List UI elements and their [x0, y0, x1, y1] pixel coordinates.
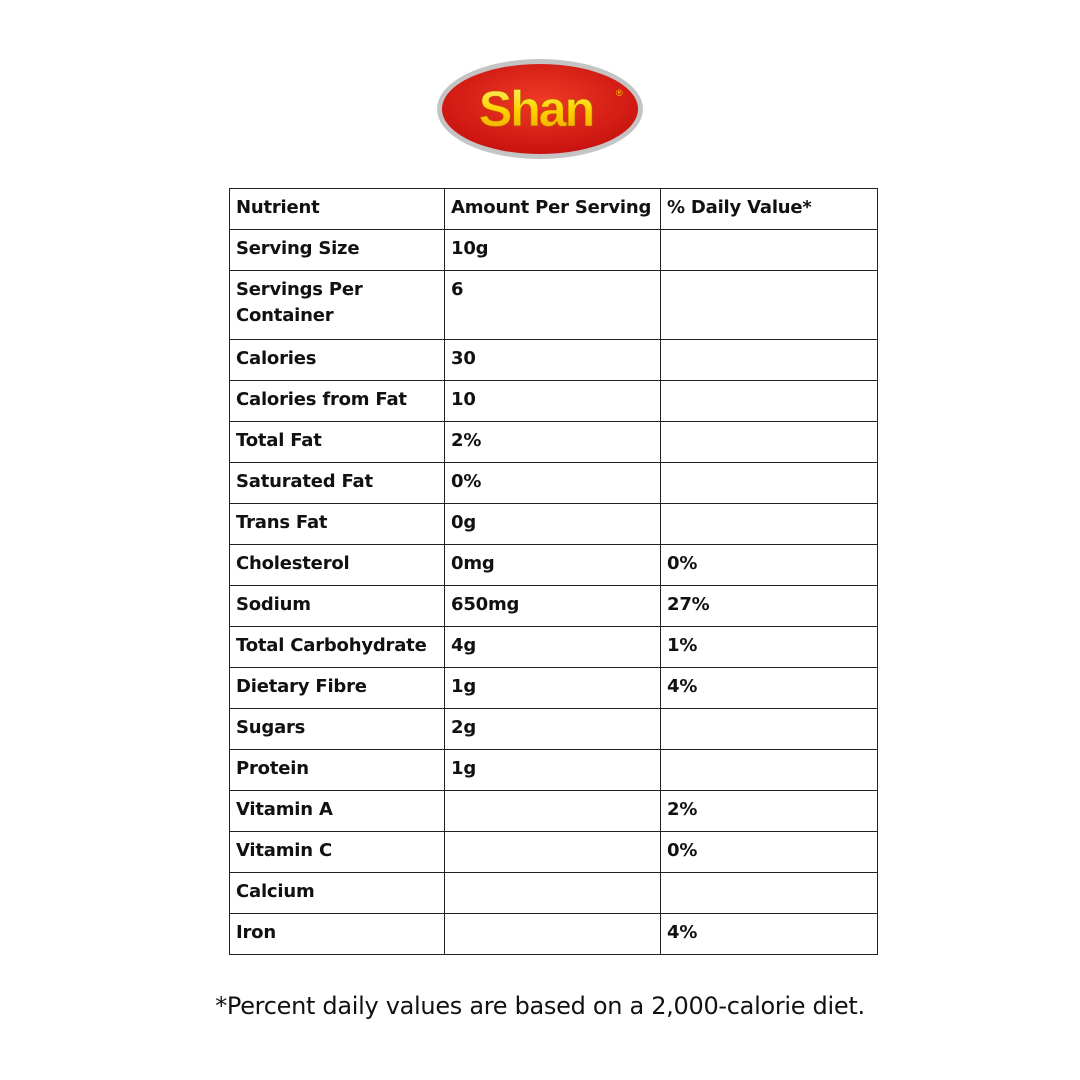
daily-value-cell	[660, 270, 878, 340]
table-row: Trans Fat 0g	[229, 503, 878, 545]
amount-cell: 1g	[444, 667, 661, 709]
amount-cell: 2%	[444, 421, 661, 463]
table-row: Vitamin A 2%	[229, 790, 878, 832]
table-row: Saturated Fat 0%	[229, 462, 878, 504]
nutrient-cell: Total Fat	[229, 421, 445, 463]
amount-cell: 10	[444, 380, 661, 422]
daily-value-cell	[660, 229, 878, 271]
table-row: Calcium	[229, 872, 878, 914]
daily-value-cell	[660, 462, 878, 504]
table-row: Serving Size 10g	[229, 229, 878, 271]
daily-value-cell	[660, 503, 878, 545]
nutrient-cell: Calories	[229, 339, 445, 381]
daily-value-cell: 4%	[660, 667, 878, 709]
header-daily-value: % Daily Value*	[660, 188, 878, 230]
daily-value-cell	[660, 421, 878, 463]
nutrient-cell: Vitamin A	[229, 790, 445, 832]
header-nutrient: Nutrient	[229, 188, 445, 230]
amount-cell	[444, 790, 661, 832]
nutrition-table: Nutrient Amount Per Serving % Daily Valu…	[229, 188, 878, 955]
amount-cell	[444, 831, 661, 873]
table-row: Protein 1g	[229, 749, 878, 791]
nutrient-cell: Protein	[229, 749, 445, 791]
daily-value-cell: 4%	[660, 913, 878, 955]
daily-value-cell: 0%	[660, 831, 878, 873]
amount-cell: 650mg	[444, 585, 661, 627]
nutrient-cell: Saturated Fat	[229, 462, 445, 504]
amount-cell: 0%	[444, 462, 661, 504]
nutrient-cell: Cholesterol	[229, 544, 445, 586]
svg-text:Shan: Shan	[479, 81, 593, 137]
daily-value-cell	[660, 708, 878, 750]
amount-cell	[444, 913, 661, 955]
daily-value-cell	[660, 749, 878, 791]
table-row: Total Carbohydrate 4g 1%	[229, 626, 878, 668]
table-row: Sodium 650mg 27%	[229, 585, 878, 627]
daily-value-cell	[660, 339, 878, 381]
table-row: Dietary Fibre 1g 4%	[229, 667, 878, 709]
nutrient-cell: Calcium	[229, 872, 445, 914]
amount-cell: 10g	[444, 229, 661, 271]
nutrient-cell: Total Carbohydrate	[229, 626, 445, 668]
daily-value-cell	[660, 380, 878, 422]
footnote: *Percent daily values are based on a 2,0…	[215, 992, 865, 1020]
table-row: Vitamin C 0%	[229, 831, 878, 873]
amount-cell: 1g	[444, 749, 661, 791]
table-row: Calories 30	[229, 339, 878, 381]
shan-logo: Shan ®	[437, 59, 643, 159]
table-header-row: Nutrient Amount Per Serving % Daily Valu…	[229, 188, 878, 230]
amount-cell	[444, 872, 661, 914]
nutrient-cell: Dietary Fibre	[229, 667, 445, 709]
amount-cell: 0mg	[444, 544, 661, 586]
nutrient-cell: Calories from Fat	[229, 380, 445, 422]
daily-value-cell: 2%	[660, 790, 878, 832]
daily-value-cell	[660, 872, 878, 914]
daily-value-cell: 27%	[660, 585, 878, 627]
table-row: Sugars 2g	[229, 708, 878, 750]
table-row: Cholesterol 0mg 0%	[229, 544, 878, 586]
amount-cell: 0g	[444, 503, 661, 545]
table-row: Total Fat 2%	[229, 421, 878, 463]
nutrient-cell: Servings Per Container	[229, 270, 445, 340]
amount-cell: 30	[444, 339, 661, 381]
nutrient-cell: Sodium	[229, 585, 445, 627]
amount-cell: 4g	[444, 626, 661, 668]
amount-cell: 2g	[444, 708, 661, 750]
nutrient-cell: Serving Size	[229, 229, 445, 271]
table-row: Calories from Fat 10	[229, 380, 878, 422]
daily-value-cell: 1%	[660, 626, 878, 668]
amount-cell: 6	[444, 270, 661, 340]
table-row: Servings Per Container 6	[229, 270, 878, 340]
nutrient-cell: Vitamin C	[229, 831, 445, 873]
nutrient-cell: Iron	[229, 913, 445, 955]
nutrient-cell: Sugars	[229, 708, 445, 750]
table-row: Iron 4%	[229, 913, 878, 955]
header-amount: Amount Per Serving	[444, 188, 661, 230]
daily-value-cell: 0%	[660, 544, 878, 586]
svg-text:®: ®	[616, 88, 623, 98]
nutrient-cell: Trans Fat	[229, 503, 445, 545]
